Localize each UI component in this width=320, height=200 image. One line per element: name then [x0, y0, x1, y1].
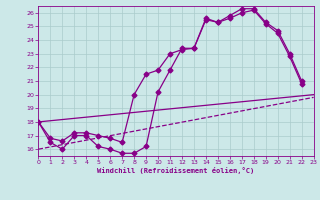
X-axis label: Windchill (Refroidissement éolien,°C): Windchill (Refroidissement éolien,°C) [97, 167, 255, 174]
